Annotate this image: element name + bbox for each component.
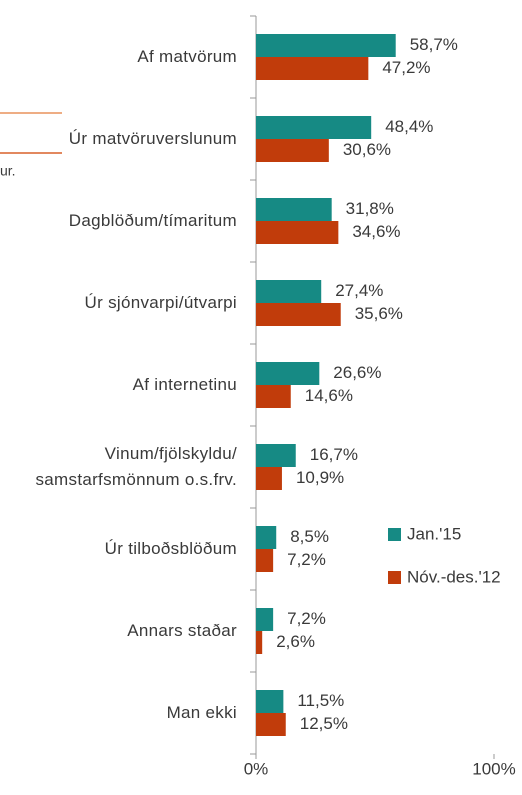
value-label: 47,2%	[382, 58, 430, 77]
bar	[256, 713, 286, 736]
bar	[256, 385, 291, 408]
bar	[256, 467, 282, 490]
value-label: 30,6%	[343, 140, 391, 159]
value-label: 8,5%	[290, 527, 329, 546]
bar	[256, 280, 322, 303]
value-label: 10,9%	[296, 468, 344, 487]
value-label: 48,4%	[385, 117, 433, 136]
value-label: 14,6%	[305, 386, 353, 405]
bar	[256, 631, 263, 654]
category-label: Af internetinu	[132, 375, 237, 394]
value-label: 2,6%	[276, 632, 315, 651]
bar	[256, 221, 339, 244]
bar	[256, 362, 320, 385]
value-label: 34,6%	[352, 222, 400, 241]
value-label: 7,2%	[287, 609, 326, 628]
category-label: Af matvörum	[137, 47, 237, 66]
legend-label: Jan.'15	[407, 524, 461, 543]
bar	[256, 116, 372, 139]
value-label: 11,5%	[297, 691, 344, 710]
annotation: ur.	[0, 163, 16, 179]
category-label: Man ekki	[166, 703, 237, 722]
value-label: 31,8%	[346, 199, 394, 218]
category-label: Úr sjónvarpi/útvarpi	[84, 293, 237, 312]
legend-swatch	[388, 571, 401, 584]
category-label: Úr tilboðsblöðum	[104, 539, 237, 558]
category-label: Dagblöðum/tímaritum	[68, 211, 237, 230]
bar	[256, 303, 341, 326]
bar	[256, 690, 284, 713]
bar	[256, 444, 296, 467]
bar	[256, 526, 277, 549]
x-tick-label: 100%	[472, 759, 515, 778]
bar	[256, 198, 332, 221]
bar	[256, 57, 369, 80]
value-label: 7,2%	[287, 550, 326, 569]
bar	[256, 549, 274, 572]
x-tick-label: 0%	[244, 759, 269, 778]
bar	[256, 34, 396, 57]
value-label: 35,6%	[355, 304, 403, 323]
legend-swatch	[388, 528, 401, 541]
bar	[256, 139, 329, 162]
value-label: 16,7%	[310, 445, 358, 464]
value-label: 26,6%	[333, 363, 381, 382]
value-label: 58,7%	[410, 35, 458, 54]
category-label: Úr matvöruverslunum	[68, 129, 237, 148]
category-label: Vinum/fjölskyldu/ samstarfsmönnum o.s.fr…	[35, 444, 237, 489]
bar	[256, 608, 274, 631]
category-label: Annars staðar	[127, 621, 237, 640]
value-label: 12,5%	[300, 714, 348, 733]
value-label: 27,4%	[335, 281, 383, 300]
legend-label: Nóv.-des.'12	[407, 567, 501, 586]
